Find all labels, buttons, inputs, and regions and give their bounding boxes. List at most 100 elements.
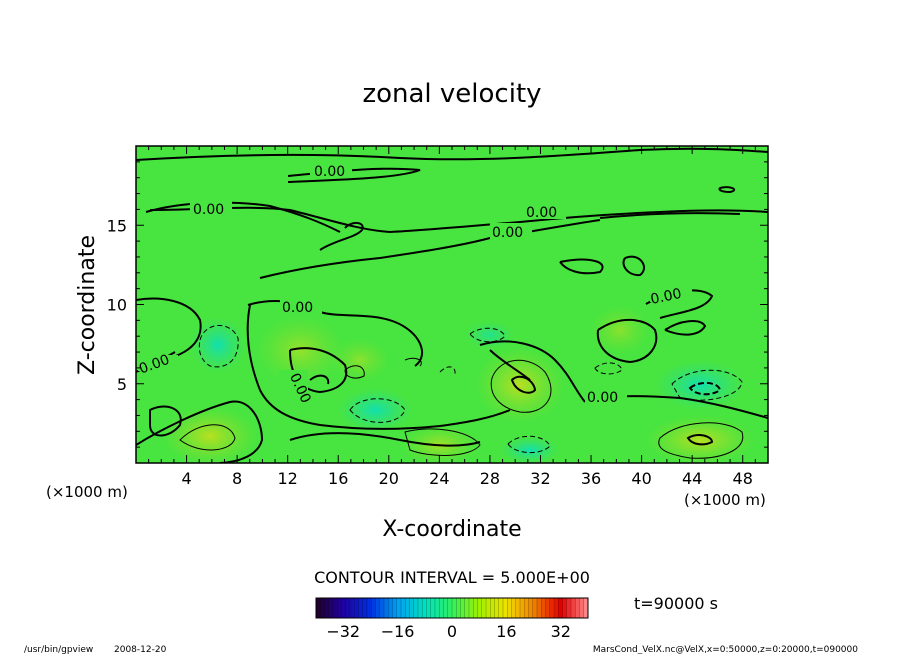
x-tick-label: 24: [429, 469, 449, 488]
colorbar-cell: [452, 598, 457, 618]
x-tick-label: 4: [181, 469, 191, 488]
x-tick-label: 28: [480, 469, 500, 488]
colorbar-cell: [333, 598, 338, 618]
colorbar-cell: [554, 598, 559, 618]
negative-patch: [500, 436, 560, 463]
colorbar-cell: [549, 598, 555, 618]
colorbar-cell: [430, 598, 436, 618]
contour-label: 0.00: [492, 225, 523, 241]
colorbar-cell: [354, 598, 359, 618]
colorbar-cell: [541, 598, 546, 618]
colorbar-cell: [358, 598, 364, 618]
colorbar-cell: [316, 598, 321, 618]
positive-patch: [162, 406, 258, 463]
colorbar-cell: [481, 598, 487, 618]
colorbar-cell: [401, 598, 406, 618]
x-tick-label: 36: [581, 469, 601, 488]
colorbar-cell: [337, 598, 342, 618]
colorbar-cell: [486, 598, 491, 618]
colorbar-tick-label: −16: [381, 622, 415, 641]
colorbar-cell: [464, 598, 470, 618]
contour-interval: CONTOUR INTERVAL = 5.000E+00: [314, 568, 590, 587]
colorbar-tick-label: −32: [326, 622, 360, 641]
y-axis-label: Z-coordinate: [75, 235, 100, 375]
positive-max-contours: [510, 375, 714, 446]
colorbar-cell: [473, 598, 478, 618]
colorbar-tick-label: 0: [447, 622, 457, 641]
colorbar-frame: [315, 597, 589, 619]
colorbar-ticks: −32 −16 0 16 32: [326, 622, 571, 641]
colorbar-cell: [515, 598, 521, 618]
positive-patch: [645, 415, 755, 463]
y-tick-label: 5: [117, 375, 127, 394]
colorbar-cell: [558, 598, 563, 618]
colorbar-cell: [435, 598, 440, 618]
negative-patch: [337, 388, 413, 432]
x-tick-label: 32: [530, 469, 550, 488]
x-tick-label: 12: [278, 469, 298, 488]
negative-patch: [655, 360, 745, 410]
contour-label: 0.00: [649, 286, 683, 308]
negative-patch: [190, 317, 246, 373]
colorbar-cell: [498, 598, 504, 618]
contour-label: 0.00: [314, 164, 345, 180]
colorbar-cell: [384, 598, 389, 618]
colorbar-cell: [350, 598, 355, 618]
colorbar-tick-label: 32: [551, 622, 571, 641]
colorbar-cell: [418, 598, 423, 618]
colorbar-cell: [345, 598, 351, 618]
chart-title: zonal velocity: [362, 79, 541, 109]
x-tick-label: 8: [232, 469, 242, 488]
x-axis: 4 8 12 16 20 24 28 32 36 40 44 48: [148, 146, 756, 488]
field-background: [136, 146, 768, 463]
negative-min-contours: [688, 382, 722, 396]
colorbar-cell: [375, 598, 381, 618]
colorbar-cell: [396, 598, 402, 618]
positive-patch: [590, 305, 650, 355]
y-axis: 5 10 15: [107, 161, 768, 448]
colorbar-tick-label: 16: [496, 622, 516, 641]
colorbar-cell: [511, 598, 517, 618]
colorbar-cell: [324, 598, 330, 618]
colorbar-cell: [422, 598, 427, 618]
colorbar-cell: [532, 598, 538, 618]
colorbar-cell: [520, 598, 525, 618]
colorbar-cell: [503, 598, 508, 618]
colorbar-cell: [367, 598, 372, 618]
positive-contours: [179, 357, 744, 459]
y-tick-label: 10: [107, 296, 127, 315]
colorbar-cell: [583, 598, 589, 618]
contour-label: 0.00: [282, 300, 313, 316]
colorbar-cell: [328, 598, 334, 618]
colorbar-cell: [575, 598, 580, 618]
colorbar-cell: [371, 598, 376, 618]
footer-source: MarsCond_VelX.nc@VelX,x=0:50000,z=0:2000…: [593, 645, 858, 654]
positive-patch: [255, 315, 345, 385]
colorbar-cell: [528, 598, 534, 618]
x-axis-label: X-coordinate: [382, 517, 521, 542]
colorbar-cell: [379, 598, 385, 618]
colorbar-cell: [341, 598, 347, 618]
x-tick-label: 48: [733, 469, 753, 488]
colorbar-cell: [469, 598, 474, 618]
footer-program: /usr/bin/gpview: [24, 645, 93, 654]
negative-contours: [198, 325, 743, 453]
time-label: t=90000 s: [634, 594, 718, 613]
colorbar-cell: [392, 598, 398, 618]
colorbar-cell: [490, 598, 495, 618]
colorbar: [315, 598, 589, 618]
x-tick-label: 16: [328, 469, 348, 488]
colorbar-cell: [362, 598, 368, 618]
plot-area: 0.00 0.00 0.00 0.00 0.00 0.00 0.00 0.00 …: [136, 146, 768, 463]
x-unit-right: (×1000 m): [684, 491, 766, 509]
colorbar-cell: [571, 598, 576, 618]
colorbar-cell: [439, 598, 444, 618]
footer-date: 2008-12-20: [114, 645, 167, 654]
x-unit-left: (×1000 m): [46, 483, 128, 501]
colorbar-cell: [524, 598, 529, 618]
x-tick-label: 40: [631, 469, 651, 488]
colorbar-cell: [494, 598, 500, 618]
contour-label: 0.00: [587, 390, 618, 406]
contour-label: 0.00: [193, 202, 224, 218]
